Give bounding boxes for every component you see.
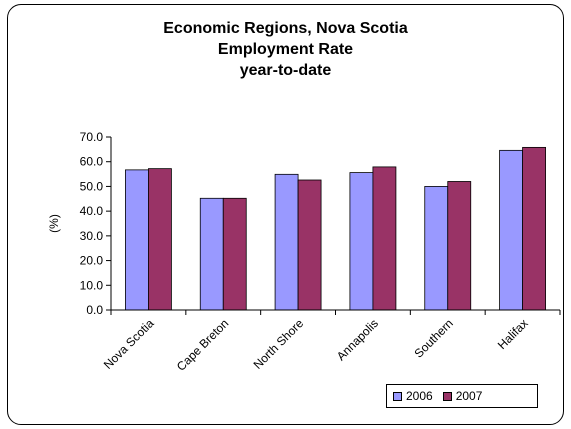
legend-swatch-2006 (393, 391, 402, 401)
category-label: Halifax (495, 316, 531, 352)
bar-2007-north-shore (297, 179, 322, 311)
y-tick-label: 0.0 (86, 303, 103, 317)
bar-2006-nova-scotia (125, 169, 149, 311)
y-axis-ticks: 0.0 10.0 20.0 30.0 40.0 50.0 60.0 70.0 (80, 130, 111, 317)
bar-2006-southern (424, 186, 449, 311)
y-tick-label: 40.0 (80, 204, 104, 218)
bars (125, 146, 546, 311)
title-line-1: Economic Regions, Nova Scotia (163, 20, 408, 37)
legend-label-2007: 2007 (455, 389, 483, 403)
bar-2007-halifax (522, 146, 546, 311)
category-label: Southern (412, 316, 456, 360)
bar-2007-nova-scotia (148, 168, 172, 311)
category-label: Nova Scotia (101, 316, 157, 372)
legend: 2006 2007 (386, 384, 538, 408)
bar-2006-cape-breton (199, 197, 224, 311)
y-tick-label: 50.0 (80, 179, 104, 193)
bar-2007-southern (447, 181, 472, 311)
y-tick-label: 30.0 (80, 229, 104, 243)
legend-item-2006: 2006 (393, 389, 433, 403)
title-line-3: year-to-date (239, 62, 332, 79)
legend-item-2007: 2007 (442, 389, 483, 403)
category-labels: Nova Scotia Cape Breton North Shore Annapol… (101, 310, 561, 374)
y-tick-label: 20.0 (80, 254, 104, 268)
bar-2007-cape-breton (222, 197, 247, 311)
legend-label-2006: 2006 (406, 389, 433, 403)
title-line-2: Employment Rate (217, 41, 354, 58)
category-label: Annapolis (334, 316, 381, 363)
legend-swatch-2007 (442, 391, 452, 401)
y-tick-label: 70.0 (80, 130, 104, 144)
bar-2006-north-shore (274, 173, 299, 311)
y-axis-label: (%) (47, 214, 61, 233)
y-tick-label: 60.0 (80, 155, 104, 169)
y-tick-label: 10.0 (80, 278, 104, 292)
chart-title: Economic Regions, Nova Scotia Employment… (0, 18, 571, 81)
bar-2006-halifax (499, 149, 523, 311)
category-label: North Shore (251, 316, 307, 372)
bar-2006-annapolis (349, 172, 374, 311)
bar-2007-annapolis (372, 166, 397, 311)
category-label: Cape Breton (174, 316, 232, 374)
